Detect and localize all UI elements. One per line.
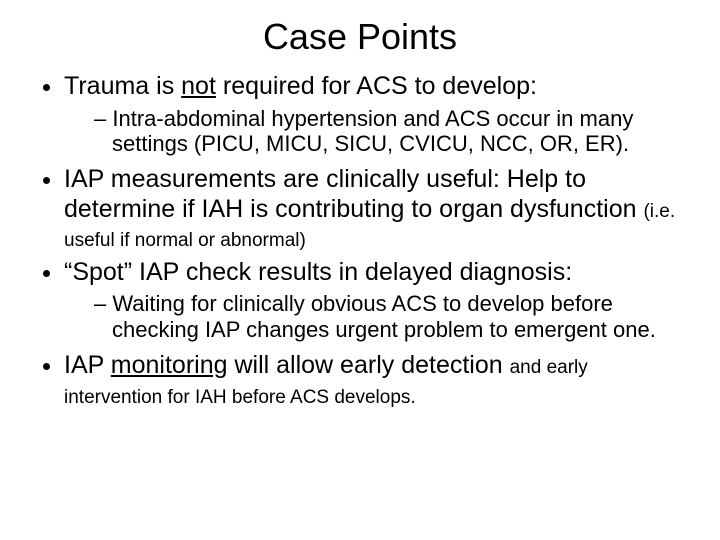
bullet-3-text: “Spot” IAP check results in delayed diag…: [64, 258, 572, 286]
bullet-3-sub: Waiting for clinically obvious ACS to de…: [94, 291, 682, 343]
slide-title: Case Points: [38, 16, 682, 58]
bullet-4-underline: monitoring: [111, 351, 228, 379]
bullet-1-underline: not: [181, 72, 216, 100]
bullet-3-sublist: Waiting for clinically obvious ACS to de…: [64, 291, 682, 343]
bullet-1-text-a: Trauma is: [64, 72, 181, 100]
bullet-1-text-c: required for ACS to develop:: [216, 72, 537, 100]
bullet-4-text-c: will allow early detection: [228, 351, 510, 379]
bullet-1-sub: Intra-abdominal hypertension and ACS occ…: [94, 106, 682, 158]
bullet-2-text-a: IAP measurements are clinically useful: …: [64, 165, 643, 223]
bullet-3: “Spot” IAP check results in delayed diag…: [64, 258, 682, 343]
bullet-1-sublist: Intra-abdominal hypertension and ACS occ…: [64, 106, 682, 158]
bullet-4-text-a: IAP: [64, 351, 111, 379]
slide: Case Points Trauma is not required for A…: [0, 0, 720, 540]
bullet-1: Trauma is not required for ACS to develo…: [64, 72, 682, 157]
bullet-4: IAP monitoring will allow early detectio…: [64, 351, 682, 410]
bullet-list: Trauma is not required for ACS to develo…: [38, 72, 682, 410]
bullet-2: IAP measurements are clinically useful: …: [64, 165, 682, 254]
